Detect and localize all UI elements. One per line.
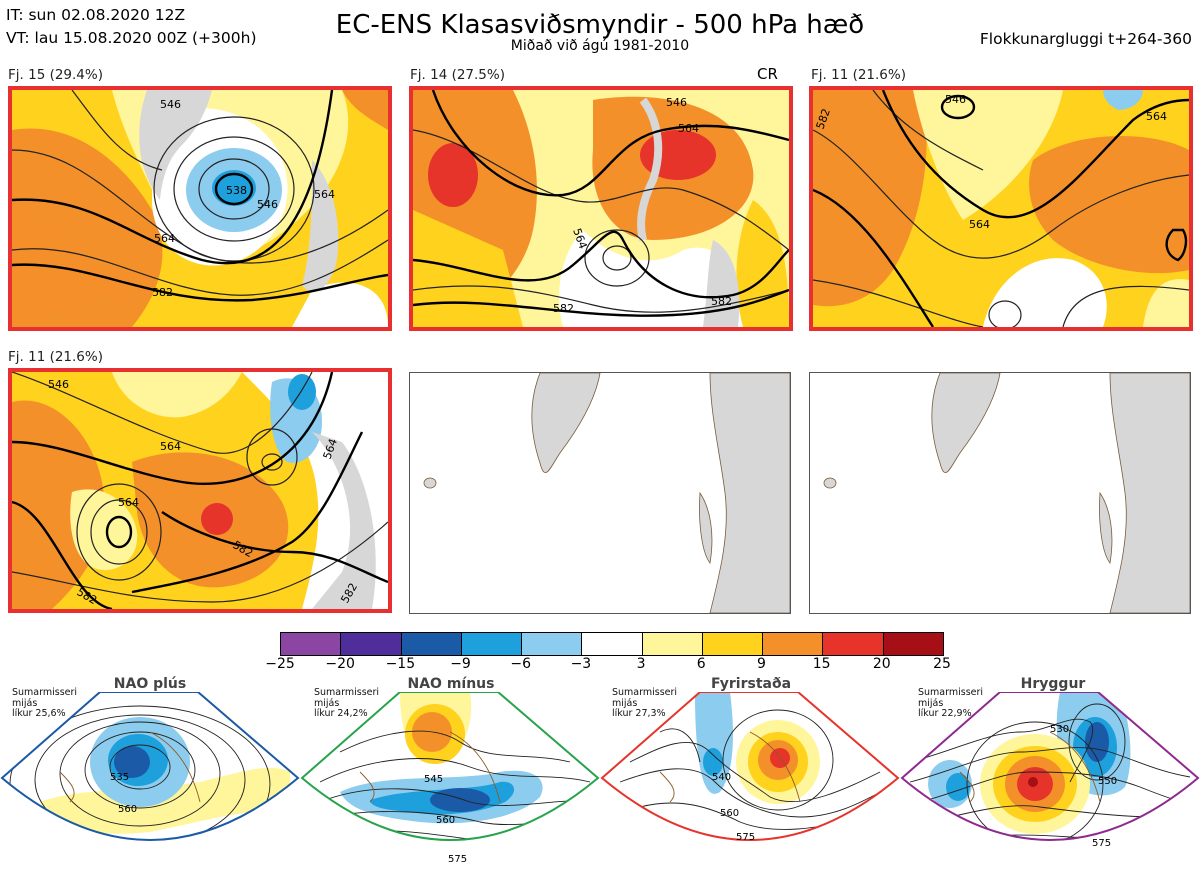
contour-label: 575 [736,832,755,843]
panel-3-label: Fj. 11 (21.6%) [811,67,906,83]
contour-label: 540 [712,772,731,783]
cluster-map-2: 546 564 564 582 582 [409,86,793,331]
contour-label: 564 [1146,110,1167,123]
colorbar-tick-label: 9 [756,656,766,672]
regime-2-map: 545 560 575 [300,692,600,865]
page-title: EC-ENS Klasasviðsmyndir - 500 hPa hæð [335,10,865,40]
note-line: Sumarmisseri [918,687,984,698]
note-line: líkur 22,9% [918,708,972,719]
contour-label: 564 [118,496,139,509]
colorbar-tick-label: −20 [325,656,355,672]
colorbar-segment [882,633,943,655]
colorbar-tick-label: −6 [510,656,532,672]
note-line: líkur 24,2% [314,708,368,719]
contour-label: 582 [553,302,574,315]
panel-1-label: Fj. 15 (29.4%) [8,67,103,83]
contour-label: 575 [1092,838,1111,849]
regime-1-map: 535 560 [0,692,300,841]
panel-2-tag: CR [757,65,778,83]
regime-3-title: Fyrirstaða [710,676,792,692]
contour-label: 545 [424,774,443,785]
note-line: mijás [918,697,944,709]
note-line: Sumarmisseri [612,687,678,698]
regime-2-note: Sumarmisseri mijás líkur 24,2% [314,687,380,720]
empty-map-6 [809,372,1191,614]
regime-3-map: 540 560 575 [600,692,900,843]
contour-label: 560 [118,804,137,815]
contour-label: 564 [678,122,699,135]
colorbar-tick-label: 3 [636,656,646,672]
contour-label: 564 [160,440,181,453]
regime-4-title: Hryggur [1020,676,1086,692]
cluster-window: Flokkunargluggi t+264-360 [979,30,1192,48]
note-line: líkur 27,3% [612,708,666,719]
empty-map-5 [409,372,791,614]
note-line: Sumarmisseri [12,687,78,698]
contour-label: 546 [945,93,966,106]
colorbar-segment [581,633,642,655]
note-line: líkur 25,6% [12,708,66,719]
cluster-map-4: 546 564 564 564 582 582 582 [8,368,392,613]
note-line: mijás [612,697,638,709]
colorbar-tick-label: 15 [812,656,831,672]
contour-label: 575 [448,854,467,865]
regime-4-note: Sumarmisseri mijás líkur 22,9% [918,687,984,720]
colorbar-segment [281,633,341,655]
contour-label: 530 [1050,724,1069,735]
regime-2-title: NAO mínus [407,676,495,692]
note-line: mijás [314,697,340,709]
contour-label: 564 [154,232,175,245]
cluster-map-3: 546 564 582 564 [809,86,1193,331]
contour-label: 546 [666,96,687,109]
colorbar-tick-label: −9 [450,656,471,672]
regime-3-note: Sumarmisseri mijás líkur 27,3% [612,687,678,720]
colorbar-tick-label: −15 [385,656,416,672]
colorbar-tick-label: 20 [872,656,891,672]
cluster-map-1: 546 538 546 564 564 582 [8,86,392,331]
colorbar-segment [521,633,582,655]
colorbar-tick-label: −25 [265,656,295,672]
contour-label: 546 [257,198,278,211]
contour-label: 560 [436,815,455,826]
contour-label: 560 [720,808,739,819]
page-subtitle: Miðað við ágú 1981-2010 [510,38,690,54]
panel-2-label: Fj. 14 (27.5%) [410,67,505,83]
contour-label: 538 [226,184,247,197]
regime-4-map: 530 550 575 [900,692,1200,849]
colorbar-segment [701,633,763,655]
contour-label: 550 [1098,776,1117,787]
colorbar-tick-label: 25 [933,656,951,672]
colorbar [280,632,944,656]
colorbar-segment [400,633,461,655]
colorbar-segment [822,633,883,655]
note-line: Sumarmisseri [314,687,380,698]
contour-label: 546 [48,378,69,391]
contour-label: 582 [152,286,173,299]
regime-1-note: Sumarmisseri mijás líkur 25,6% [12,687,78,720]
colorbar-segment [460,633,522,655]
colorbar-segment [340,633,401,655]
note-line: mijás [12,697,38,709]
init-time: IT: sun 02.08.2020 12Z [6,6,186,24]
contour-label: 582 [711,295,732,308]
valid-time: VT: lau 15.08.2020 00Z (+300h) [6,29,257,47]
contour-label: 546 [160,98,181,111]
regime-1-title: NAO plús [113,676,187,692]
colorbar-segment [641,633,702,655]
run-info: IT: sun 02.08.2020 12Z VT: lau 15.08.202… [6,4,257,50]
contour-label: 564 [969,218,990,231]
contour-label: 564 [314,188,335,201]
contour-label: 535 [110,772,129,783]
colorbar-tick-label: −3 [570,656,592,672]
colorbar-tick-label: 6 [696,656,706,672]
panel-4-label: Fj. 11 (21.6%) [8,349,103,365]
colorbar-segment [762,633,823,655]
